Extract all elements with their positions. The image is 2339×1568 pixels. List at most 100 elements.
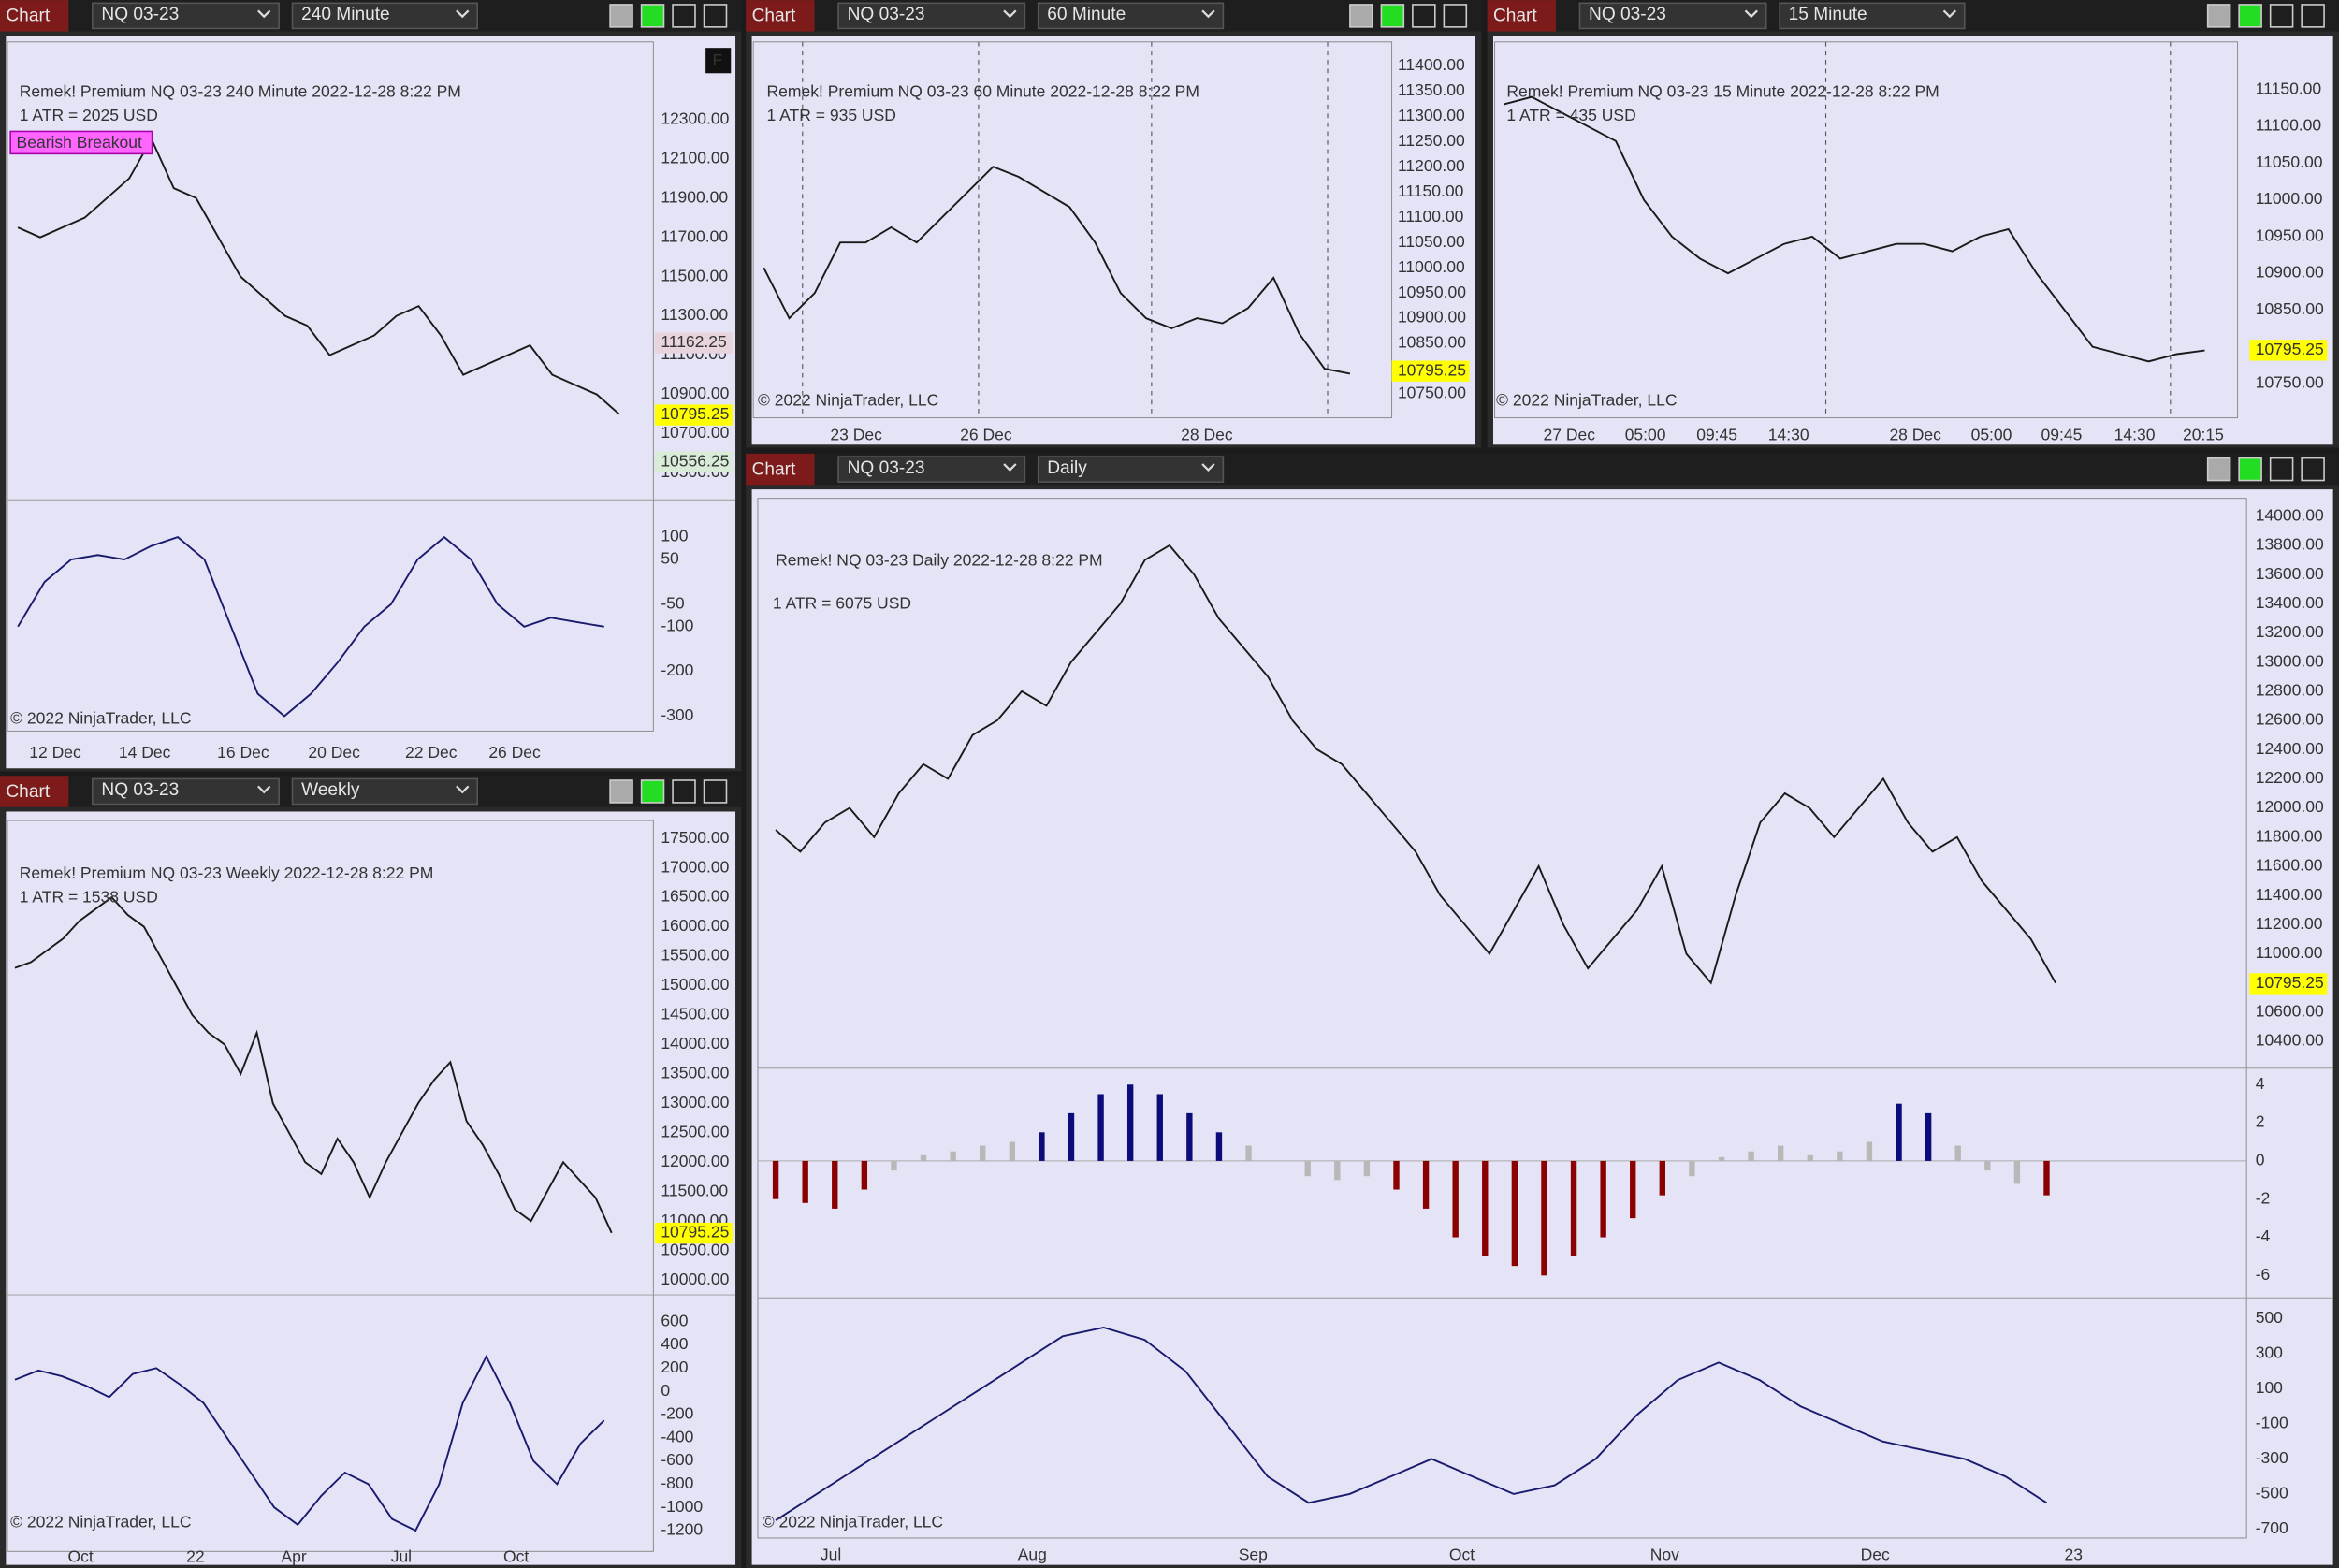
x-tick-label: 14:30 <box>1768 425 1809 443</box>
plot-border <box>757 498 2247 1539</box>
macd-bar <box>1689 1160 1695 1177</box>
timeframe-dropdown[interactable] <box>1037 456 1225 483</box>
macd-bar <box>1984 1160 1991 1171</box>
price-tick-label: 11350.00 <box>1398 80 1465 99</box>
price-marker-label: 11162.25 <box>661 332 726 351</box>
timeframe-label: 240 Minute <box>301 5 390 24</box>
price-marker <box>654 332 733 354</box>
x-tick-label: 28 Dec <box>1889 425 1941 443</box>
osc-tick-label: -300 <box>2256 1448 2288 1467</box>
window-button[interactable] <box>703 779 728 804</box>
chart-window: Chart NQ 03-23 240 Minute12300.0012100.001… <box>0 0 742 772</box>
window-button[interactable] <box>2269 4 2294 28</box>
window-button[interactable] <box>2301 4 2325 28</box>
flag-button[interactable] <box>705 48 732 74</box>
chart-window: Chart NQ 03-23 Daily 14000.00 13800.00 13600.… <box>746 453 2339 1568</box>
window-button[interactable] <box>640 4 665 28</box>
price-tick-label: 13000.00 <box>661 1093 729 1111</box>
price-tick-label: 10900.00 <box>2256 263 2324 282</box>
window-button[interactable] <box>1443 4 1468 28</box>
dropdown-arrow <box>257 9 271 19</box>
instrument-dropdown[interactable] <box>837 456 1026 483</box>
x-tick-label: Oct <box>1449 1546 1475 1564</box>
window-button[interactable] <box>672 779 696 804</box>
price-tick-label: 10750.00 <box>2256 373 2324 392</box>
macd-bar <box>1304 1160 1311 1177</box>
macd-tick-label: -6 <box>2256 1265 2271 1284</box>
macd-bar <box>1600 1160 1606 1238</box>
chart-window: Chart NQ 03-23 Weekly 17500.00 17000.00 16500… <box>0 776 742 1568</box>
osc-tick-label: -600 <box>661 1450 693 1469</box>
chart-tab-label: Chart <box>6 782 50 802</box>
dropdown-arrow <box>257 785 271 794</box>
price-marker-label: 10795.25 <box>661 1223 729 1241</box>
chart-background <box>751 36 1475 445</box>
macd-bar <box>1925 1112 1932 1161</box>
chart-tab <box>746 0 815 32</box>
price-marker <box>2249 340 2328 361</box>
price-marker-label: 10556.25 <box>661 451 729 470</box>
chart-tab <box>0 0 69 32</box>
price-tick-label: 14500.00 <box>661 1005 729 1024</box>
window-button[interactable] <box>2238 4 2262 28</box>
osc-tick-label: 300 <box>2256 1343 2283 1362</box>
instrument-dropdown[interactable] <box>92 2 280 30</box>
window-button[interactable] <box>703 4 728 28</box>
window-button[interactable] <box>609 779 633 804</box>
x-tick-label: 20:15 <box>2183 425 2224 443</box>
chart-title: Remek! Premium NQ 03-23 15 Minute 2022-1… <box>1506 82 1939 101</box>
dropdown-arrow <box>1003 463 1017 472</box>
x-tick-label: 14:30 <box>2114 425 2156 443</box>
chart-window: Chart NQ 03-23 60 Minute11400.0011350.0011… <box>746 0 1482 448</box>
window-button[interactable] <box>2301 457 2325 482</box>
macd-bar <box>1748 1151 1754 1161</box>
macd-bar <box>861 1160 868 1190</box>
price-tick-label: 13600.00 <box>2256 564 2324 583</box>
window-button[interactable] <box>2206 457 2231 482</box>
chart-tab-label: Chart <box>752 459 796 479</box>
window-button[interactable] <box>2206 4 2231 28</box>
macd-bar <box>1156 1094 1163 1161</box>
price-tick-label: 11100.00 <box>1398 207 1464 225</box>
price-tick-label: 12600.00 <box>2256 710 2324 729</box>
price-marker-label: 10795.25 <box>661 404 729 423</box>
price-tick-label: 14000.00 <box>2256 505 2324 524</box>
chart-title: Remek! Premium NQ 03-23 240 Minute 2022-… <box>20 82 461 101</box>
instrument-dropdown[interactable] <box>837 2 1026 30</box>
plot: 17500.00 17000.00 16500.00 16000.00 15500.00… <box>7 820 736 1565</box>
window-button[interactable] <box>2269 457 2294 482</box>
atr-label: 1 ATR = 6075 USD <box>773 594 911 613</box>
window-button[interactable] <box>1349 4 1373 28</box>
price-tick-label: 11400.00 <box>2256 885 2323 904</box>
price-tick-label: 16500.00 <box>661 887 729 906</box>
osc-tick-label: -500 <box>2256 1484 2288 1503</box>
window-button[interactable] <box>1412 4 1436 28</box>
x-tick-label: 20 Dec <box>308 743 360 762</box>
window-button[interactable] <box>2238 457 2262 482</box>
timeframe-dropdown[interactable] <box>291 777 479 806</box>
dropdown-arrow <box>1744 9 1758 19</box>
window-button[interactable] <box>640 779 665 804</box>
price-tick-label: 11150.00 <box>1398 181 1464 200</box>
plot-border <box>7 41 654 732</box>
window-button[interactable] <box>609 4 633 28</box>
timeframe-dropdown[interactable] <box>1037 2 1225 30</box>
price-tick-label: 11600.00 <box>2256 856 2323 875</box>
instrument-dropdown[interactable] <box>92 777 280 806</box>
timeframe-dropdown[interactable] <box>291 2 479 30</box>
macd-bar <box>1452 1160 1459 1238</box>
timeframe-label: 15 Minute <box>1789 5 1867 24</box>
timeframe-dropdown[interactable] <box>1779 2 1966 30</box>
macd-bar <box>1039 1132 1045 1161</box>
macd-bar <box>920 1154 927 1161</box>
osc-tick-label: 500 <box>2256 1308 2283 1327</box>
osc-tick-label: 0 <box>661 1381 670 1400</box>
price-tick-label: 12100.00 <box>661 148 729 167</box>
x-tick-label: 27 Dec <box>1544 425 1596 443</box>
dropdown-arrow <box>1201 463 1215 472</box>
window-button[interactable] <box>1380 4 1405 28</box>
instrument-dropdown[interactable] <box>1578 2 1767 30</box>
osc-tick-label: 600 <box>661 1311 688 1329</box>
window-button[interactable] <box>672 4 696 28</box>
x-tick-label: Jul <box>391 1546 412 1565</box>
